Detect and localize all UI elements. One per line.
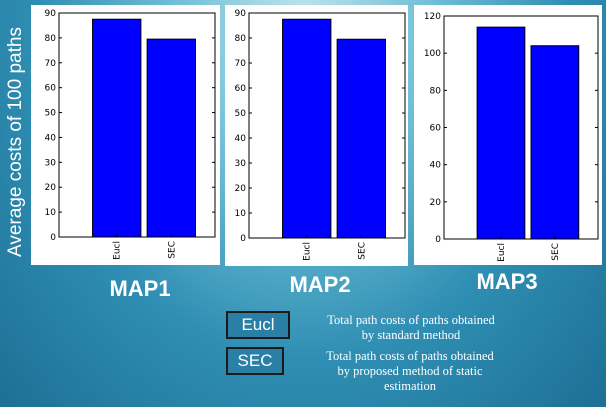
legend-eucl-desc-line-2: by standard method xyxy=(361,328,461,342)
y-tick-label-map1-2: 20 xyxy=(45,183,57,193)
x-tick-label-map3-eucl: Eucl xyxy=(497,243,507,262)
x-tick-label-map1-eucl: Eucl xyxy=(113,241,123,260)
y-tick-label-map1-7: 70 xyxy=(45,59,57,69)
y-tick-label-map2-0: 0 xyxy=(240,234,246,244)
y-tick-label-map1-9: 90 xyxy=(45,9,57,19)
y-tick-label-map2-3: 30 xyxy=(235,159,247,169)
legend-sec-desc: Total path costs of paths obtained by pr… xyxy=(290,349,530,394)
map3-title: MAP3 xyxy=(476,269,538,294)
legend-sec-desc-line-2: by proposed method of static xyxy=(337,364,483,378)
map2-title: MAP2 xyxy=(289,272,351,297)
chart-map1: Eucl SEC 0 10 20 30 40 50 60 70 80 90 xyxy=(31,5,220,265)
y-tick-label-map1-6: 60 xyxy=(45,84,57,94)
legend-sec-desc-line-1: Total path costs of paths obtained xyxy=(326,349,494,363)
chart-map3: Eucl SEC 0 20 40 60 80 100 120 xyxy=(414,5,602,265)
y-tick-label-map1-4: 40 xyxy=(45,133,57,143)
y-tick-label-map3-1: 20 xyxy=(430,198,442,208)
y-tick-label-map2-5: 50 xyxy=(235,109,247,119)
bar-map2-eucl xyxy=(282,18,332,239)
map1-title: MAP1 xyxy=(109,276,171,301)
legend-eucl-desc-line-1: Total path costs of paths obtained xyxy=(327,313,495,327)
y-tick-label-map3-4: 80 xyxy=(430,86,442,96)
chart-svg-map3: Eucl SEC 0 20 40 60 80 100 120 xyxy=(424,12,599,262)
y-tick-label-map2-7: 70 xyxy=(235,59,247,69)
chart-map2: Eucl SEC 0 10 20 30 40 50 60 70 80 90 xyxy=(225,5,408,266)
y-tick-label-map3-5: 100 xyxy=(424,49,441,59)
chart-svg-map2: Eucl SEC 0 10 20 30 40 50 60 70 80 90 xyxy=(235,9,406,261)
legend-sec-box: SEC xyxy=(226,347,284,375)
x-tick-label-map3-sec: SEC xyxy=(551,243,561,261)
y-tick-label-map2-9: 90 xyxy=(235,9,247,19)
y-tick-label-map3-6: 120 xyxy=(424,12,441,22)
x-tick-label-map2-eucl: Eucl xyxy=(303,242,313,261)
legend-eucl-desc: Total path costs of paths obtained by st… xyxy=(296,313,526,343)
y-tick-label-map3-0: 0 xyxy=(435,235,441,245)
y-tick-label-map3-3: 60 xyxy=(430,124,442,134)
chart-svg-map1: Eucl SEC 0 10 20 30 40 50 60 70 80 90 xyxy=(45,9,216,260)
y-tick-label-map3-2: 40 xyxy=(430,161,442,171)
y-tick-label-map2-1: 10 xyxy=(235,209,247,219)
y-axis-label: Average costs of 100 paths xyxy=(5,27,26,257)
y-tick-label-map1-0: 0 xyxy=(50,233,56,243)
legend-sec-desc-line-3: estimation xyxy=(383,379,437,393)
y-tick-label-map2-8: 80 xyxy=(235,34,247,44)
bar-map1-eucl xyxy=(92,18,142,238)
x-tick-label-map1-sec: SEC xyxy=(167,241,177,259)
plot-frame-map2 xyxy=(248,12,406,239)
bar-map1-sec xyxy=(146,38,196,238)
bar-map3-sec xyxy=(530,45,580,240)
bar-map2-sec xyxy=(336,38,386,239)
bar-map3-eucl xyxy=(476,26,526,240)
y-tick-label-map1-1: 10 xyxy=(45,208,57,218)
y-tick-label-map2-4: 40 xyxy=(235,134,247,144)
y-tick-label-map1-3: 30 xyxy=(45,158,57,168)
legend-eucl-box: Eucl xyxy=(226,311,290,339)
x-tick-label-map2-sec: SEC xyxy=(357,242,367,260)
plot-frame-map3 xyxy=(443,15,599,240)
y-tick-label-map2-6: 60 xyxy=(235,84,247,94)
plot-frame-map1 xyxy=(58,12,216,238)
y-tick-label-map1-5: 50 xyxy=(45,109,57,119)
y-tick-label-map2-2: 20 xyxy=(235,184,247,194)
y-tick-label-map1-8: 80 xyxy=(45,34,57,44)
